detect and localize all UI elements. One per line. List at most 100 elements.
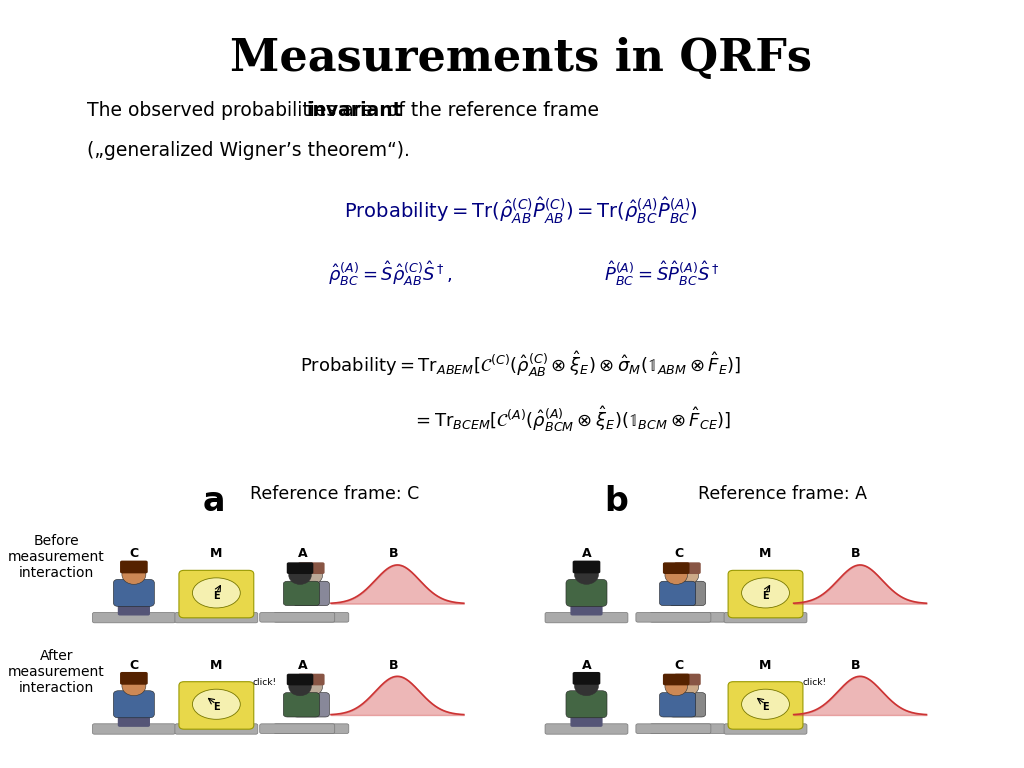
FancyBboxPatch shape <box>650 612 725 622</box>
FancyBboxPatch shape <box>298 562 325 574</box>
FancyBboxPatch shape <box>636 723 711 733</box>
Text: C: C <box>675 548 684 561</box>
FancyBboxPatch shape <box>570 601 602 615</box>
Ellipse shape <box>193 578 241 608</box>
Text: E: E <box>762 591 769 601</box>
FancyBboxPatch shape <box>284 693 319 717</box>
FancyBboxPatch shape <box>273 612 349 622</box>
Text: $= \mathrm{Tr}_{BCEM}[\mathcal{C}^{(A)}(\hat{\rho}_{BCM}^{(A)} \otimes \hat{\xi}: $= \mathrm{Tr}_{BCEM}[\mathcal{C}^{(A)}(… <box>412 405 731 435</box>
Text: M: M <box>210 659 222 672</box>
FancyBboxPatch shape <box>287 562 313 574</box>
Text: C: C <box>129 548 138 561</box>
Ellipse shape <box>300 677 323 696</box>
Text: („generalized Wigner’s theorem“).: („generalized Wigner’s theorem“). <box>87 141 410 161</box>
FancyBboxPatch shape <box>545 612 628 623</box>
FancyBboxPatch shape <box>284 581 319 606</box>
Text: of the reference frame: of the reference frame <box>381 101 599 121</box>
FancyBboxPatch shape <box>120 672 147 685</box>
Text: B: B <box>851 659 861 672</box>
Ellipse shape <box>665 677 687 696</box>
Text: invariant: invariant <box>306 101 402 121</box>
Text: C: C <box>129 659 138 672</box>
Text: Reference frame: A: Reference frame: A <box>698 485 867 503</box>
FancyBboxPatch shape <box>670 693 706 717</box>
Text: M: M <box>760 659 772 672</box>
FancyBboxPatch shape <box>663 674 689 685</box>
FancyBboxPatch shape <box>728 682 803 729</box>
FancyBboxPatch shape <box>179 571 254 617</box>
Text: Before
measurement
interaction: Before measurement interaction <box>8 534 104 580</box>
FancyBboxPatch shape <box>674 674 700 685</box>
FancyBboxPatch shape <box>179 682 254 729</box>
Ellipse shape <box>289 677 311 696</box>
Text: Measurements in QRFs: Measurements in QRFs <box>230 37 812 80</box>
Text: The observed probabilities are: The observed probabilities are <box>87 101 378 121</box>
FancyBboxPatch shape <box>659 693 695 717</box>
FancyBboxPatch shape <box>287 674 313 685</box>
FancyBboxPatch shape <box>120 561 147 574</box>
Text: A: A <box>582 548 591 561</box>
FancyBboxPatch shape <box>118 712 150 727</box>
FancyBboxPatch shape <box>114 690 155 718</box>
Ellipse shape <box>289 566 311 584</box>
Text: $\hat{\rho}_{BC}^{(A)} = \hat{S}\hat{\rho}_{AB}^{(C)}\hat{S}^\dagger,$: $\hat{\rho}_{BC}^{(A)} = \hat{S}\hat{\rh… <box>329 259 453 287</box>
FancyBboxPatch shape <box>92 612 175 623</box>
Text: A: A <box>298 548 307 561</box>
FancyBboxPatch shape <box>674 562 700 574</box>
Text: b: b <box>605 485 629 518</box>
Ellipse shape <box>122 565 145 584</box>
FancyBboxPatch shape <box>650 723 725 733</box>
Text: E: E <box>213 703 220 713</box>
FancyBboxPatch shape <box>572 672 600 685</box>
Ellipse shape <box>574 565 598 584</box>
Ellipse shape <box>676 566 698 584</box>
FancyBboxPatch shape <box>298 674 325 685</box>
Text: M: M <box>210 548 222 561</box>
FancyBboxPatch shape <box>670 581 706 606</box>
Text: $\mathrm{Probability} = \mathrm{Tr}_{ABEM}[\mathcal{C}^{(C)}(\hat{\rho}_{AB}^{(C: $\mathrm{Probability} = \mathrm{Tr}_{ABE… <box>300 349 741 379</box>
Text: M: M <box>760 548 772 561</box>
Text: After
measurement
interaction: After measurement interaction <box>8 649 104 695</box>
FancyBboxPatch shape <box>570 712 602 727</box>
FancyBboxPatch shape <box>636 612 711 622</box>
FancyBboxPatch shape <box>728 571 803 617</box>
FancyBboxPatch shape <box>566 690 607 718</box>
FancyBboxPatch shape <box>118 601 150 615</box>
FancyBboxPatch shape <box>92 723 175 734</box>
FancyBboxPatch shape <box>260 723 335 733</box>
Text: click!: click! <box>253 678 278 687</box>
Text: E: E <box>762 703 769 713</box>
FancyBboxPatch shape <box>724 723 807 734</box>
Text: $\mathrm{Probability} = \mathrm{Tr}(\hat{\rho}_{AB}^{(C)}\hat{P}_{AB}^{(C)}) = \: $\mathrm{Probability} = \mathrm{Tr}(\hat… <box>344 196 698 227</box>
FancyBboxPatch shape <box>114 579 155 607</box>
FancyBboxPatch shape <box>175 612 258 623</box>
FancyBboxPatch shape <box>566 579 607 607</box>
Text: a: a <box>203 485 225 518</box>
FancyBboxPatch shape <box>545 723 628 734</box>
Ellipse shape <box>741 578 790 608</box>
Text: $\hat{P}_{BC}^{(A)} = \hat{S}\hat{P}_{BC}^{(A)}\hat{S}^\dagger$: $\hat{P}_{BC}^{(A)} = \hat{S}\hat{P}_{BC… <box>604 259 720 287</box>
Ellipse shape <box>574 677 598 696</box>
Text: E: E <box>213 591 220 601</box>
FancyBboxPatch shape <box>659 581 695 606</box>
Ellipse shape <box>665 566 687 584</box>
Text: click!: click! <box>802 678 826 687</box>
Text: B: B <box>851 548 861 561</box>
FancyBboxPatch shape <box>293 581 330 606</box>
FancyBboxPatch shape <box>293 693 330 717</box>
Text: A: A <box>298 659 307 672</box>
Ellipse shape <box>741 689 790 720</box>
Ellipse shape <box>193 689 241 720</box>
FancyBboxPatch shape <box>175 723 258 734</box>
Ellipse shape <box>122 677 145 696</box>
FancyBboxPatch shape <box>260 612 335 622</box>
FancyBboxPatch shape <box>572 561 600 574</box>
Ellipse shape <box>300 566 323 584</box>
FancyBboxPatch shape <box>724 612 807 623</box>
Ellipse shape <box>676 677 698 696</box>
Text: B: B <box>389 659 398 672</box>
Text: A: A <box>582 659 591 672</box>
Text: Reference frame: C: Reference frame: C <box>251 485 420 503</box>
FancyBboxPatch shape <box>273 723 349 733</box>
Text: C: C <box>675 659 684 672</box>
